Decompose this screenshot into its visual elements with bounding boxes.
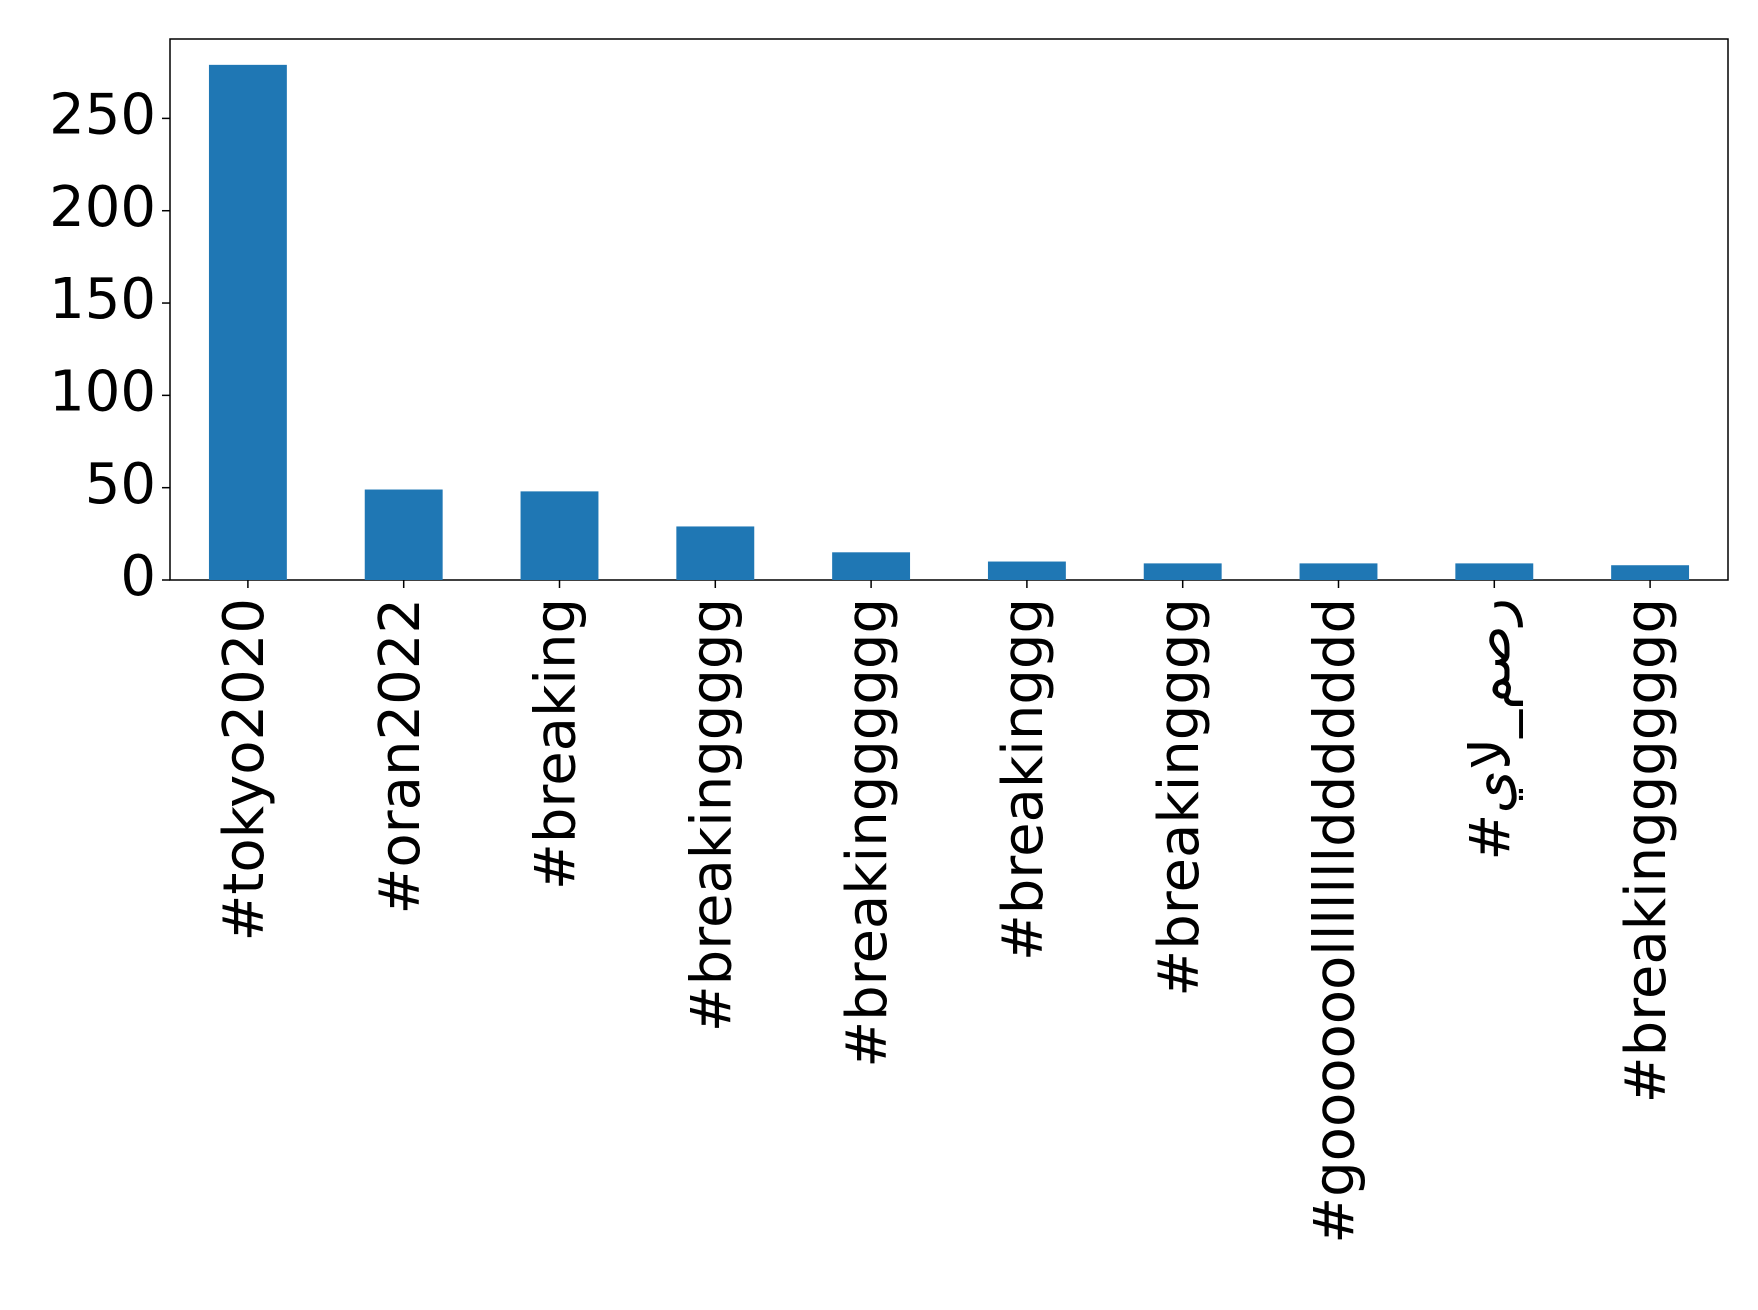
bar	[520, 491, 599, 580]
bar	[208, 64, 287, 580]
y-tick-label: 250	[49, 83, 156, 148]
x-tick-label: #breakingggggg	[835, 598, 900, 1068]
y-tick-label: 100	[49, 359, 156, 424]
y-tick-label: 200	[49, 175, 156, 240]
bar	[1299, 563, 1378, 580]
x-tick-label: #breakinggg	[991, 598, 1056, 961]
x-tick-label: #goooooolllllllddddddd	[1303, 598, 1368, 1244]
bar	[1455, 563, 1534, 580]
plot-frame	[169, 38, 1729, 581]
y-tick-label: 150	[49, 267, 156, 332]
x-tick-label: #يال_مصر	[1458, 598, 1523, 861]
x-tick-label: #tokyo2020	[212, 598, 277, 942]
x-tick-label: #oran2022	[368, 598, 433, 915]
x-tick-label: #breaking	[524, 598, 589, 890]
x-tick-label: #breakingggg	[1147, 598, 1212, 997]
bar	[987, 561, 1066, 580]
x-tick-label: #breakinggggggg	[1614, 598, 1679, 1103]
bar	[676, 526, 755, 580]
bar	[364, 489, 443, 580]
bar	[1143, 563, 1222, 580]
y-tick-label: 50	[85, 452, 156, 517]
x-tick-label: #breakinggggg	[679, 598, 744, 1032]
y-tick-label: 0	[120, 544, 156, 609]
bar	[832, 552, 911, 580]
bar	[1611, 565, 1690, 580]
